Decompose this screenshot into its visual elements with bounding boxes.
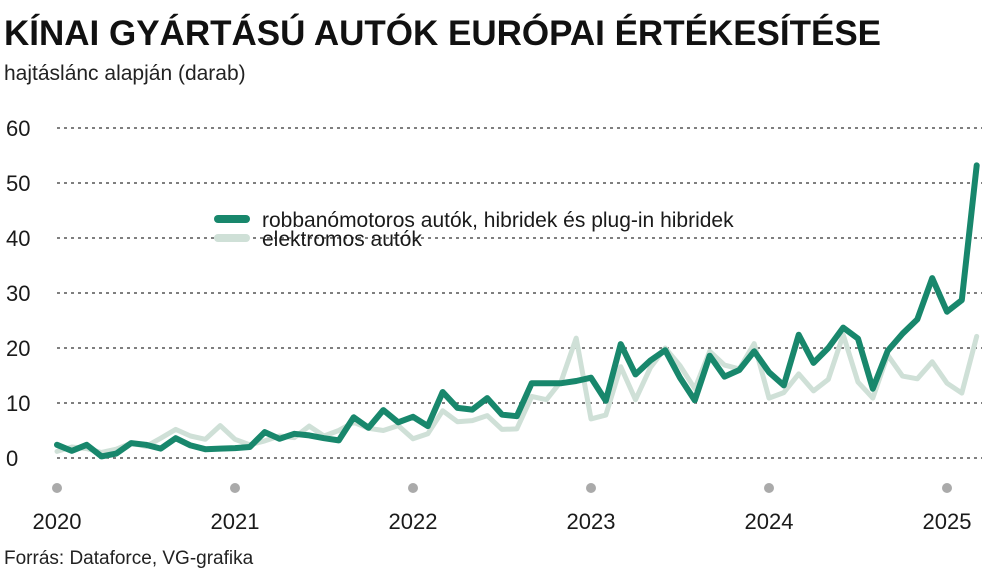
chart-title: KÍNAI GYÁRTÁSÚ AUTÓK EURÓPAI ÉRTÉKESÍTÉS…	[4, 14, 882, 53]
x-tick-marker-2022	[408, 483, 418, 493]
x-axis-markers	[52, 483, 952, 493]
chart-subtitle: hajtáslánc alapján (darab)	[4, 62, 246, 85]
series-line-electric	[54, 332, 980, 455]
y-tick-label-0: 0	[6, 446, 18, 471]
source-note: Forrás: Dataforce, VG-grafika	[4, 548, 254, 569]
legend-label-0: robbanómotoros autók, hibridek és plug-i…	[262, 209, 734, 232]
x-tick-label-2021: 2021	[211, 509, 260, 534]
x-tick-label-2025: 2025	[923, 509, 972, 534]
x-axis-labels: 2020 2021 2022 2023 2024 2025	[33, 509, 972, 534]
y-tick-label-30: 30	[6, 281, 30, 306]
legend: robbanómotoros autók, hibridek és plug-i…	[214, 209, 734, 251]
x-tick-marker-2023	[586, 483, 596, 493]
y-tick-label-60: 60	[6, 116, 30, 141]
x-tick-marker-2021	[230, 483, 240, 493]
y-tick-label-20: 20	[6, 336, 30, 361]
y-tick-label-10: 10	[6, 391, 30, 416]
x-tick-label-2023: 2023	[567, 509, 616, 534]
y-tick-label-40: 40	[6, 226, 30, 251]
x-tick-label-2020: 2020	[33, 509, 82, 534]
series-lines	[54, 162, 980, 460]
y-tick-label-50: 50	[6, 171, 30, 196]
x-tick-label-2022: 2022	[389, 509, 438, 534]
x-tick-label-2024: 2024	[745, 509, 794, 534]
legend-label-1: elektromos autók	[262, 228, 422, 251]
x-tick-marker-2020	[52, 483, 62, 493]
x-tick-marker-2025	[942, 483, 952, 493]
y-axis-labels: 0 10 20 30 40 50 60	[6, 116, 30, 471]
series-line-ice-hybrid	[54, 162, 980, 460]
x-tick-marker-2024	[764, 483, 774, 493]
